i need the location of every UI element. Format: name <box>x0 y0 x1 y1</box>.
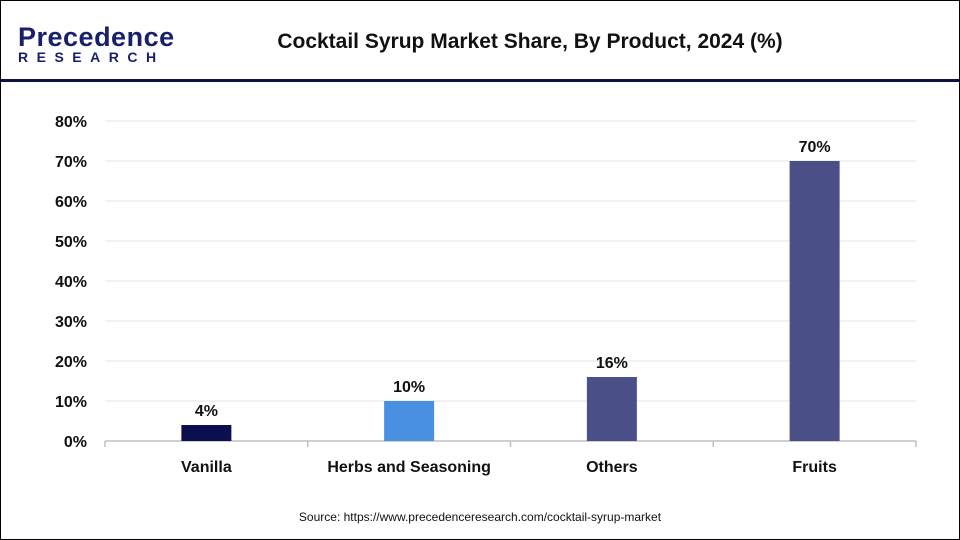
x-tick-label: Others <box>586 459 638 476</box>
logo-top: Precedence <box>18 22 175 52</box>
y-tick-label: 30% <box>55 314 87 331</box>
x-tick-label: Vanilla <box>181 459 232 476</box>
data-label: 70% <box>799 139 831 156</box>
y-tick-label: 80% <box>55 114 87 131</box>
source-text: Source: https://www.precedenceresearch.c… <box>298 510 662 524</box>
y-tick-label: 70% <box>55 154 87 171</box>
x-tick-label: Herbs and Seasoning <box>327 459 491 476</box>
bar-fruits <box>789 161 840 441</box>
logo: Precedence RESEARCH <box>18 22 175 66</box>
y-tick-label: 40% <box>55 274 87 291</box>
x-tick-label: Fruits <box>792 459 837 476</box>
logo-bottom: RESEARCH <box>18 49 165 65</box>
data-label: 10% <box>393 379 425 396</box>
y-tick-label: 60% <box>55 194 87 211</box>
header-divider <box>1 79 959 82</box>
data-label: 4% <box>195 403 218 420</box>
chart-title: Cocktail Syrup Market Share, By Product,… <box>277 30 783 53</box>
y-tick-label: 0% <box>64 434 87 451</box>
y-tick-label: 50% <box>55 234 87 251</box>
bar-others <box>586 377 637 441</box>
bar-vanilla <box>181 425 232 441</box>
bar-herbs-and-seasoning <box>384 401 435 441</box>
data-label: 16% <box>596 355 628 372</box>
y-tick-label: 10% <box>55 394 87 411</box>
y-tick-label: 20% <box>55 354 87 371</box>
